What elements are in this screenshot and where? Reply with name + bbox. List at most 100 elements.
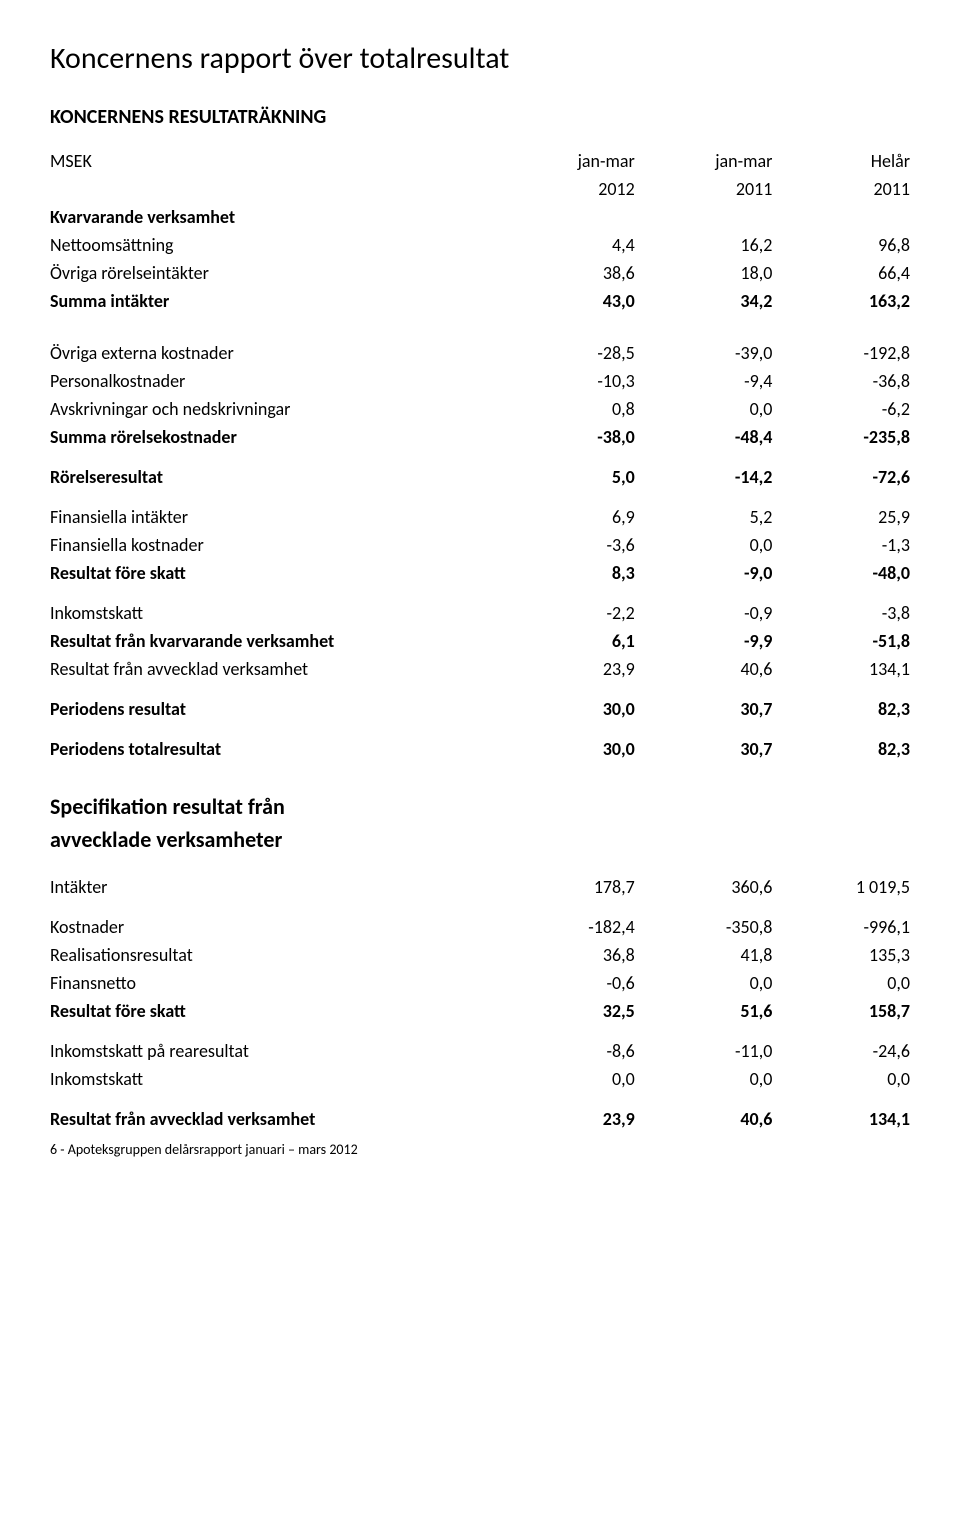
row-value: -39,0: [635, 339, 773, 367]
inkomstskatt-row: Inkomstskatt -2,2 -0,9 -3,8: [50, 599, 910, 627]
spec-kostnader-row: Kostnader -182,4 -350,8 -996,1: [50, 913, 910, 941]
row-value: 38,6: [497, 259, 635, 287]
kvarvarande-heading: Kvarvarande verksamhet: [50, 203, 910, 231]
row-value: 30,7: [635, 735, 773, 763]
row-value: 0,0: [772, 1065, 910, 1093]
row-value: 30,0: [497, 735, 635, 763]
row-value: -8,6: [497, 1037, 635, 1065]
row-value: 0,0: [635, 969, 773, 997]
row-value: 66,4: [772, 259, 910, 287]
row-label: Inkomstskatt på rearesultat: [50, 1037, 497, 1065]
row-value: 1 019,5: [772, 873, 910, 901]
row-value: 32,5: [497, 997, 635, 1025]
row-value: 0,0: [497, 1065, 635, 1093]
row-value: -192,8: [772, 339, 910, 367]
finansiella-kostnader-row: Finansiella kostnader -3,6 0,0 -1,3: [50, 531, 910, 559]
spec-inkomstskatt-row: Inkomstskatt 0,0 0,0 0,0: [50, 1065, 910, 1093]
row-label: Resultat från avvecklad verksamhet: [50, 655, 497, 683]
row-value: -48,0: [772, 559, 910, 587]
spec-resultat-avvecklad-row: Resultat från avvecklad verksamhet 23,9 …: [50, 1105, 910, 1133]
resultat-kvarvarande-row: Resultat från kvarvarande verksamhet 6,1…: [50, 627, 910, 655]
row-label: Resultat från avvecklad verksamhet: [50, 1105, 497, 1133]
summa-rorelsekostnader-row: Summa rörelsekostnader -38,0 -48,4 -235,…: [50, 423, 910, 451]
row-value: -235,8: [772, 423, 910, 451]
col2-header-year: 2011: [635, 175, 773, 203]
row-value: 0,0: [772, 969, 910, 997]
row-value: 158,7: [772, 997, 910, 1025]
row-label: Intäkter: [50, 873, 497, 901]
header-row-1: MSEK jan-mar jan-mar Helår: [50, 147, 910, 175]
periodens-resultat-row: Periodens resultat 30,0 30,7 82,3: [50, 695, 910, 723]
avskrivningar-row: Avskrivningar och nedskrivningar 0,8 0,0…: [50, 395, 910, 423]
row-value: 82,3: [772, 695, 910, 723]
row-value: 0,0: [635, 531, 773, 559]
row-value: 34,2: [635, 287, 773, 315]
row-value: 163,2: [772, 287, 910, 315]
periodens-totalresultat-row: Periodens totalresultat 30,0 30,7 82,3: [50, 735, 910, 763]
row-label: Periodens resultat: [50, 695, 497, 723]
col1-header-year: 2012: [497, 175, 635, 203]
row-value: -6,2: [772, 395, 910, 423]
section-subtitle: KONCERNENS RESULTATRÄKNING: [50, 105, 910, 129]
row-label: Övriga rörelseintäkter: [50, 259, 497, 287]
row-value: 135,3: [772, 941, 910, 969]
row-value: 134,1: [772, 655, 910, 683]
msek-label: MSEK: [50, 147, 497, 175]
row-value: 4,4: [497, 231, 635, 259]
ovriga-rorelseintakter-row: Övriga rörelseintäkter 38,6 18,0 66,4: [50, 259, 910, 287]
row-label: Realisationsresultat: [50, 941, 497, 969]
row-value: -996,1: [772, 913, 910, 941]
row-value: -10,3: [497, 367, 635, 395]
resultat-fore-skatt-row: Resultat före skatt 8,3 -9,0 -48,0: [50, 559, 910, 587]
spec-realisationsresultat-row: Realisationsresultat 36,8 41,8 135,3: [50, 941, 910, 969]
row-value: -9,0: [635, 559, 773, 587]
row-value: -38,0: [497, 423, 635, 451]
row-value: -72,6: [772, 463, 910, 491]
row-value: 30,7: [635, 695, 773, 723]
spec-finansnetto-row: Finansnetto -0,6 0,0 0,0: [50, 969, 910, 997]
row-value: 40,6: [635, 655, 773, 683]
row-label: Resultat från kvarvarande verksamhet: [50, 627, 497, 655]
row-value: 0,8: [497, 395, 635, 423]
spec-heading-2: avvecklade verksamheter: [50, 823, 910, 861]
row-value: 51,6: [635, 997, 773, 1025]
row-value: 8,3: [497, 559, 635, 587]
row-value: -2,2: [497, 599, 635, 627]
row-value: 36,8: [497, 941, 635, 969]
row-label: Summa rörelsekostnader: [50, 423, 497, 451]
row-value: 360,6: [635, 873, 773, 901]
row-value: 5,2: [635, 503, 773, 531]
row-value: 25,9: [772, 503, 910, 531]
row-label: Periodens totalresultat: [50, 735, 497, 763]
row-value: 134,1: [772, 1105, 910, 1133]
page-footer: 6 - Apoteksgruppen delårsrapport januari…: [50, 1141, 910, 1158]
spec-heading-row-2: avvecklade verksamheter: [50, 823, 910, 861]
row-value: -36,8: [772, 367, 910, 395]
row-label: Finansnetto: [50, 969, 497, 997]
row-value: -3,6: [497, 531, 635, 559]
row-value: -0,6: [497, 969, 635, 997]
row-label: Övriga externa kostnader: [50, 339, 497, 367]
row-label: Avskrivningar och nedskrivningar: [50, 395, 497, 423]
row-label: Rörelseresultat: [50, 463, 497, 491]
row-value: -14,2: [635, 463, 773, 491]
row-value: 40,6: [635, 1105, 773, 1133]
row-value: 6,9: [497, 503, 635, 531]
row-value: -24,6: [772, 1037, 910, 1065]
row-value: 5,0: [497, 463, 635, 491]
row-label: Inkomstskatt: [50, 599, 497, 627]
row-value: 82,3: [772, 735, 910, 763]
nettoomsattning-row: Nettoomsättning 4,4 16,2 96,8: [50, 231, 910, 259]
row-value: 23,9: [497, 655, 635, 683]
kvarvarande-label: Kvarvarande verksamhet: [50, 203, 497, 231]
row-label: Nettoomsättning: [50, 231, 497, 259]
row-value: 96,8: [772, 231, 910, 259]
row-value: -182,4: [497, 913, 635, 941]
row-value: -350,8: [635, 913, 773, 941]
row-label: Resultat före skatt: [50, 997, 497, 1025]
row-value: 0,0: [635, 395, 773, 423]
row-label: Summa intäkter: [50, 287, 497, 315]
spec-resultat-fore-skatt-row: Resultat före skatt 32,5 51,6 158,7: [50, 997, 910, 1025]
spec-intakter-row: Intäkter 178,7 360,6 1 019,5: [50, 873, 910, 901]
row-value: -9,4: [635, 367, 773, 395]
